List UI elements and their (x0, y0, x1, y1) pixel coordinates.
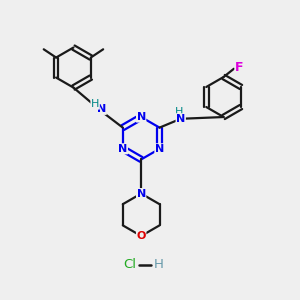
Text: N: N (136, 112, 146, 122)
Text: H: H (154, 258, 164, 271)
Text: N: N (118, 144, 128, 154)
Text: F: F (235, 61, 244, 74)
Text: H: H (175, 107, 183, 117)
Text: O: O (136, 231, 146, 241)
Text: H: H (91, 99, 99, 109)
Text: Cl: Cl (123, 258, 136, 271)
Text: N: N (155, 144, 164, 154)
Text: N: N (136, 189, 146, 199)
Text: N: N (176, 114, 185, 124)
Text: N: N (97, 104, 106, 114)
